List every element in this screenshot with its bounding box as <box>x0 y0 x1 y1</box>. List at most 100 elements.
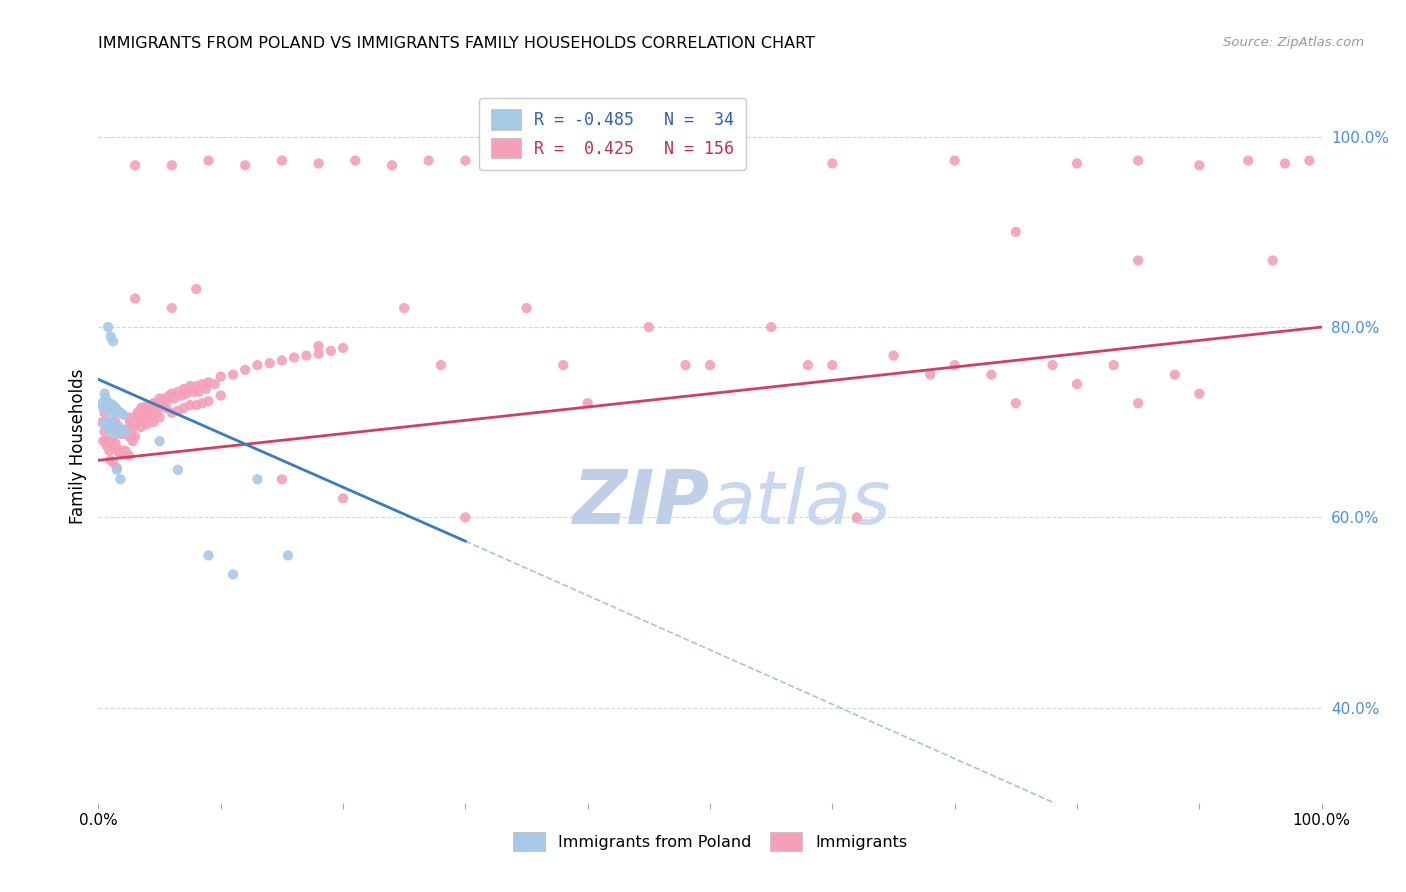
Point <box>100 415 122 429</box>
Point <box>270 153 294 168</box>
Point <box>295 349 318 363</box>
Point <box>93 386 115 401</box>
Point <box>103 420 125 434</box>
Point <box>97 320 120 334</box>
Point <box>111 423 134 437</box>
Point <box>96 396 118 410</box>
Point <box>155 401 177 415</box>
Point <box>100 420 122 434</box>
Point <box>121 434 143 449</box>
Point <box>110 472 132 486</box>
Point <box>381 158 404 172</box>
Point <box>110 443 132 458</box>
Point <box>124 158 146 172</box>
Point <box>105 461 128 475</box>
Point <box>114 423 136 437</box>
Point <box>96 415 118 429</box>
Point <box>153 392 176 406</box>
Point <box>112 426 135 441</box>
Point <box>179 398 201 412</box>
Point <box>124 292 146 306</box>
Point <box>97 415 120 429</box>
Point <box>101 406 124 420</box>
Point <box>98 420 121 434</box>
Point <box>103 439 125 453</box>
Point <box>821 358 844 372</box>
Text: atlas: atlas <box>710 467 891 539</box>
Point <box>120 415 142 429</box>
Point <box>332 491 354 506</box>
Point <box>128 415 150 429</box>
Point <box>160 386 183 401</box>
Point <box>515 301 537 315</box>
Point <box>553 358 575 372</box>
Point <box>454 510 477 524</box>
Point <box>149 434 172 449</box>
Point <box>107 404 129 418</box>
Point <box>186 398 208 412</box>
Point <box>167 404 190 418</box>
Point <box>167 463 190 477</box>
Point <box>943 153 966 168</box>
Point <box>129 420 152 434</box>
Point <box>100 434 122 449</box>
Point <box>173 382 195 396</box>
Point <box>104 401 127 415</box>
Point <box>283 351 305 365</box>
Point <box>638 156 661 170</box>
Point <box>1237 153 1260 168</box>
Point <box>110 406 132 420</box>
Point <box>167 384 190 399</box>
Point <box>103 423 125 437</box>
Point <box>118 449 141 463</box>
Point <box>149 392 172 406</box>
Point <box>136 398 159 412</box>
Point <box>97 401 120 415</box>
Point <box>129 401 152 415</box>
Point <box>883 349 905 363</box>
Point <box>204 377 226 392</box>
Point <box>101 420 124 434</box>
Point <box>101 425 124 439</box>
Point <box>576 396 599 410</box>
Point <box>124 410 146 425</box>
Point <box>920 368 942 382</box>
Point <box>107 443 129 458</box>
Point <box>104 415 127 429</box>
Point <box>1261 253 1284 268</box>
Point <box>138 406 160 420</box>
Point <box>515 156 537 170</box>
Point <box>1274 156 1296 170</box>
Point <box>98 443 121 458</box>
Point <box>101 415 124 429</box>
Point <box>222 368 245 382</box>
Point <box>156 394 179 409</box>
Point <box>638 320 661 334</box>
Point <box>1128 253 1150 268</box>
Point <box>270 353 294 368</box>
Point <box>114 425 136 439</box>
Point <box>980 368 1002 382</box>
Point <box>308 156 330 170</box>
Point <box>259 356 281 370</box>
Point <box>101 334 124 349</box>
Point <box>149 410 172 425</box>
Point <box>118 429 141 443</box>
Point <box>131 408 153 422</box>
Point <box>157 388 180 402</box>
Point <box>1188 386 1211 401</box>
Point <box>173 401 195 415</box>
Point <box>100 453 122 467</box>
Point <box>111 445 134 459</box>
Point <box>108 445 131 459</box>
Point <box>187 384 209 399</box>
Point <box>1004 396 1026 410</box>
Point <box>101 417 124 431</box>
Point <box>100 329 122 343</box>
Point <box>132 401 155 415</box>
Point <box>108 426 131 441</box>
Point <box>105 406 128 420</box>
Point <box>111 423 134 437</box>
Point <box>222 567 245 582</box>
Y-axis label: Family Households: Family Households <box>69 368 87 524</box>
